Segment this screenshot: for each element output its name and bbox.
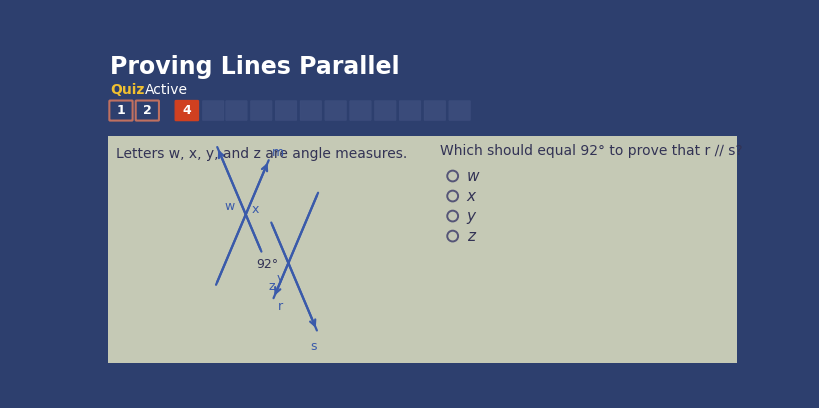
Text: s: s [310,340,317,353]
FancyBboxPatch shape [136,100,159,121]
Bar [102,49,737,136]
Text: x: x [252,204,260,216]
Text: z: z [268,280,274,293]
FancyBboxPatch shape [449,100,470,121]
Text: 2: 2 [143,104,152,117]
Text: x: x [467,188,476,204]
Text: m: m [272,146,284,159]
FancyBboxPatch shape [175,100,198,121]
FancyBboxPatch shape [325,100,346,121]
FancyBboxPatch shape [374,100,396,121]
FancyBboxPatch shape [202,100,224,121]
Text: Proving Lines Parallel: Proving Lines Parallel [110,55,400,79]
FancyBboxPatch shape [225,100,247,121]
Text: r: r [278,300,283,313]
Text: Quiz: Quiz [110,83,144,97]
FancyBboxPatch shape [424,100,446,121]
FancyBboxPatch shape [300,100,322,121]
FancyBboxPatch shape [251,100,272,121]
Bar [102,136,108,363]
Text: y: y [467,208,476,224]
Text: z: z [467,228,475,244]
Text: y: y [277,272,284,285]
Bar [102,136,737,363]
Text: 4: 4 [183,104,191,117]
FancyBboxPatch shape [350,100,371,121]
Text: 92°: 92° [256,258,278,271]
Text: 1: 1 [116,104,125,117]
Text: Which should equal 92° to prove that r ∕∕ s?: Which should equal 92° to prove that r ∕… [440,144,742,157]
Text: w: w [224,200,235,213]
Text: w: w [467,169,479,184]
FancyBboxPatch shape [275,100,297,121]
Text: Active: Active [145,83,188,97]
FancyBboxPatch shape [110,100,133,121]
Text: Letters w, x, y, and z are angle measures.: Letters w, x, y, and z are angle measure… [116,147,408,161]
FancyBboxPatch shape [399,100,421,121]
